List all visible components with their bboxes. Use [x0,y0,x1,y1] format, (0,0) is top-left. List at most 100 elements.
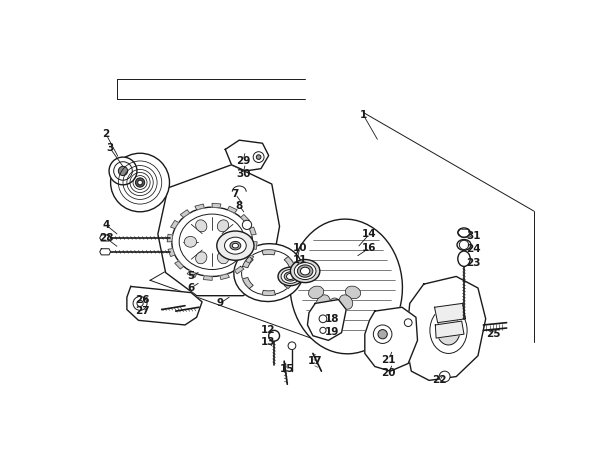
Ellipse shape [179,214,245,269]
Polygon shape [252,242,257,249]
Circle shape [378,330,387,339]
Ellipse shape [217,252,229,264]
Circle shape [319,315,327,323]
Text: 25: 25 [486,329,501,339]
Polygon shape [187,271,196,277]
Polygon shape [168,248,175,256]
Text: 3: 3 [106,143,113,153]
Circle shape [109,157,137,185]
Text: 4: 4 [102,220,110,230]
Polygon shape [262,250,275,255]
Circle shape [405,319,412,326]
Polygon shape [249,227,256,235]
Ellipse shape [291,259,320,283]
Ellipse shape [339,295,353,309]
Text: 21: 21 [381,355,396,365]
Text: 20: 20 [381,368,396,378]
Ellipse shape [278,267,303,285]
Ellipse shape [196,252,207,264]
Ellipse shape [316,295,330,309]
Text: 24: 24 [466,245,480,255]
Ellipse shape [294,263,316,279]
Text: 5: 5 [187,271,195,282]
Ellipse shape [225,237,246,254]
Polygon shape [167,234,173,242]
Polygon shape [242,277,253,289]
Text: 30: 30 [236,169,250,179]
Polygon shape [158,165,280,296]
Polygon shape [365,307,417,371]
Polygon shape [195,204,204,210]
Text: 26: 26 [135,294,149,304]
Circle shape [118,166,128,176]
Polygon shape [127,286,202,325]
Ellipse shape [234,244,304,302]
Circle shape [137,300,143,306]
Ellipse shape [217,220,229,232]
Polygon shape [241,215,250,223]
Ellipse shape [345,286,360,299]
Polygon shape [181,210,190,217]
Circle shape [439,371,450,382]
Ellipse shape [217,231,254,260]
Polygon shape [150,253,379,346]
Ellipse shape [297,265,313,277]
Polygon shape [406,276,486,380]
Circle shape [320,327,326,333]
Text: 17: 17 [308,356,323,366]
Circle shape [256,155,261,160]
Text: 13: 13 [261,337,275,347]
Text: 27: 27 [135,306,150,316]
Polygon shape [100,249,111,255]
Ellipse shape [228,237,240,247]
Text: 2: 2 [102,129,110,139]
Polygon shape [435,304,466,323]
Text: 9: 9 [216,298,223,308]
Text: 7: 7 [232,189,239,199]
Text: 14: 14 [362,229,377,239]
Polygon shape [225,140,269,171]
Ellipse shape [458,228,470,237]
Circle shape [135,178,144,187]
Polygon shape [175,261,184,269]
Circle shape [269,330,280,341]
Polygon shape [212,203,221,208]
Ellipse shape [290,219,403,354]
Text: 23: 23 [466,258,480,268]
Circle shape [133,296,147,310]
Ellipse shape [300,267,310,275]
Polygon shape [242,256,253,267]
Circle shape [288,342,296,350]
Text: 10: 10 [293,243,307,253]
Ellipse shape [196,220,207,232]
Polygon shape [100,235,111,241]
Ellipse shape [172,207,252,276]
Ellipse shape [230,241,241,250]
Polygon shape [203,276,212,280]
Circle shape [114,162,132,180]
Text: 12: 12 [261,325,275,335]
Polygon shape [234,266,244,274]
Text: 11: 11 [293,255,307,265]
Ellipse shape [457,239,471,250]
Text: 28: 28 [99,233,113,243]
Ellipse shape [281,269,300,284]
Ellipse shape [242,250,296,295]
Circle shape [242,220,252,229]
Polygon shape [284,277,295,289]
Text: 1: 1 [360,110,367,120]
Polygon shape [307,300,346,341]
Ellipse shape [286,274,294,279]
Circle shape [138,180,143,185]
Text: 15: 15 [280,364,294,374]
Text: 31: 31 [466,231,480,241]
Polygon shape [245,255,253,263]
Polygon shape [284,256,295,267]
Text: 8: 8 [236,200,243,210]
Ellipse shape [430,307,467,353]
Ellipse shape [233,243,239,248]
Text: 29: 29 [236,156,250,166]
Polygon shape [435,321,464,338]
Polygon shape [220,274,230,280]
Text: 18: 18 [325,314,340,324]
